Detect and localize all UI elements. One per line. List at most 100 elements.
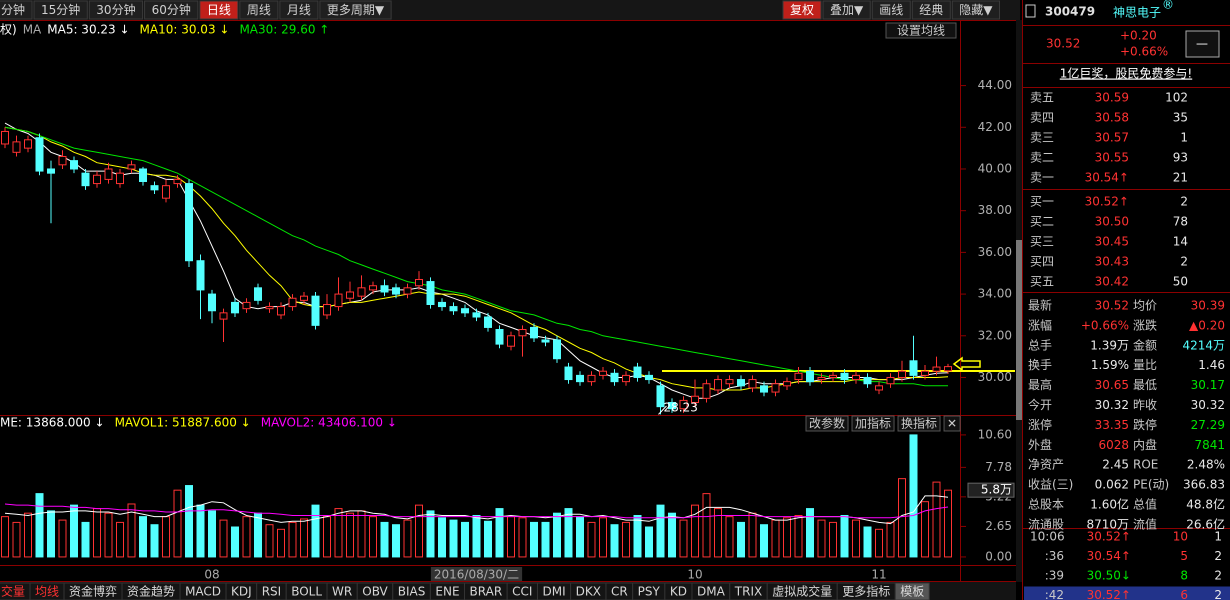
tab[interactable] xyxy=(911,0,951,20)
x-tick-label: 08 xyxy=(204,568,219,582)
indicator-tab-label[interactable]: OBV xyxy=(362,585,388,599)
indicator-tab-label[interactable]: 资金博弈 xyxy=(69,584,117,599)
legend-prefix: 权) xyxy=(0,23,17,37)
button[interactable] xyxy=(805,415,849,432)
indicator-tab-label[interactable]: PSY xyxy=(638,585,661,599)
tab[interactable] xyxy=(319,0,392,20)
button-label[interactable]: 设置均线 xyxy=(897,24,945,38)
indicator-tab-label[interactable]: 资金趋势 xyxy=(127,584,175,599)
volume-bar xyxy=(127,503,136,558)
indicator-tab-label[interactable]: 均线 xyxy=(35,585,59,599)
candle-body xyxy=(12,141,21,153)
candle-body xyxy=(70,160,78,170)
tab[interactable] xyxy=(782,0,822,20)
tab-label[interactable]: 叠加▼ xyxy=(830,3,864,17)
indicator-tab-label[interactable]: BIAS xyxy=(398,585,426,599)
tab[interactable] xyxy=(822,0,871,20)
candle-body xyxy=(438,301,446,308)
volume-bar xyxy=(357,510,366,558)
volume-bar xyxy=(852,519,860,558)
tab-label[interactable]: 60分钟 xyxy=(152,2,191,17)
indicator-tab-label[interactable]: DKX xyxy=(576,585,601,599)
tab[interactable] xyxy=(951,0,1001,20)
volume-title: ME: 13868.000 ↓ xyxy=(0,416,105,430)
tab-label[interactable]: 经典 xyxy=(919,3,943,17)
button-label[interactable]: ✕ xyxy=(947,417,957,431)
indicator-tab-label[interactable]: BOLL xyxy=(291,585,322,599)
indicator-tab-label[interactable]: MACD xyxy=(185,585,221,599)
tab[interactable] xyxy=(0,0,33,20)
indicator-tab-label[interactable]: 交量 xyxy=(1,584,25,599)
volume-bar xyxy=(691,504,699,558)
tab[interactable] xyxy=(279,0,319,20)
indicator-tab-label[interactable]: CR xyxy=(611,585,628,599)
y-tick-label: 30.00 xyxy=(978,370,1012,384)
arrow-icon xyxy=(952,356,981,372)
indicator-tab-label[interactable]: CCI xyxy=(512,585,532,599)
stat-label: 总手 xyxy=(1028,338,1052,352)
tab[interactable] xyxy=(33,0,88,20)
code-icon[interactable] xyxy=(1025,4,1036,18)
tab-label[interactable]: 日线 xyxy=(207,3,231,17)
button-label[interactable]: — xyxy=(1196,37,1208,51)
button-label[interactable]: 改参数 xyxy=(809,416,845,431)
tab-label[interactable]: 30分钟 xyxy=(96,2,135,17)
tab-label[interactable]: 15分钟 xyxy=(41,2,80,17)
trade-time: :42 xyxy=(1045,588,1064,600)
book-label: 买三 xyxy=(1030,235,1054,249)
book-label: 卖一 xyxy=(1030,171,1054,185)
volume-bar xyxy=(794,514,803,558)
tab[interactable] xyxy=(199,0,239,20)
volume-bar xyxy=(116,521,124,558)
volume-bar xyxy=(461,521,469,558)
stat-value: 30.32 xyxy=(1191,398,1225,412)
tab-label[interactable]: 复权 xyxy=(790,3,814,17)
button-label[interactable]: 换指标 xyxy=(901,416,937,431)
trade-time: 10:06 xyxy=(1030,530,1065,544)
button-label[interactable]: 加指标 xyxy=(855,416,891,431)
stat-value: 30.65 xyxy=(1095,378,1129,392)
candle-body xyxy=(357,287,366,297)
indicator-tab-label[interactable]: DMI xyxy=(542,585,565,599)
indicator-tab-label[interactable]: BRAR xyxy=(470,585,503,599)
y-tick-label: 0.00 xyxy=(985,549,1012,563)
button[interactable] xyxy=(897,415,941,432)
candle-body xyxy=(771,383,780,393)
tab[interactable] xyxy=(144,0,199,20)
indicator-tab-label[interactable]: RSI xyxy=(262,585,282,599)
tab[interactable] xyxy=(239,0,279,20)
tab[interactable] xyxy=(88,0,144,20)
tab-label[interactable]: 画线 xyxy=(879,3,903,17)
indicator-tab-label[interactable]: 更多指标 xyxy=(842,584,890,599)
candle-body xyxy=(564,366,573,381)
book-price: 30.54↑ xyxy=(1085,171,1129,185)
tab-label[interactable]: 月线 xyxy=(287,3,311,17)
tab-label[interactable]: 周线 xyxy=(247,3,271,17)
volume-bar xyxy=(771,519,780,558)
indicator-tab-label[interactable]: WR xyxy=(332,585,352,599)
button[interactable] xyxy=(943,415,961,432)
indicator-tab-label[interactable]: TRIX xyxy=(734,585,762,599)
button[interactable] xyxy=(885,22,957,39)
indicator-tab-label[interactable]: 模板 xyxy=(900,585,924,599)
candle-body xyxy=(208,293,216,312)
scroll-thumb[interactable] xyxy=(1016,240,1022,420)
legend-item: MA30: 29.60 ↑ xyxy=(239,23,329,37)
indicator-tab-label[interactable]: 虚拟成交量 xyxy=(772,584,832,599)
candle-body xyxy=(231,301,239,314)
volume-bar xyxy=(403,519,412,558)
tab-label[interactable]: 分钟 xyxy=(1,2,25,17)
indicator-tab-label[interactable]: KDJ xyxy=(231,585,252,599)
indicator-tab[interactable] xyxy=(894,582,930,600)
button[interactable] xyxy=(1185,30,1220,58)
button[interactable] xyxy=(851,415,895,432)
ad-link[interactable]: 1亿巨奖，股民免费参与! xyxy=(1060,66,1192,81)
tab-label[interactable]: 隐藏▼ xyxy=(959,3,993,17)
indicator-tab-label[interactable]: ENE xyxy=(435,585,459,599)
indicator-tab-label[interactable]: DMA xyxy=(697,585,726,599)
indicator-tab-label[interactable]: KD xyxy=(670,585,687,599)
tab-label[interactable]: 更多周期▼ xyxy=(327,3,385,17)
y-tick-label: 7.78 xyxy=(985,460,1012,474)
stat-label: 涨停 xyxy=(1028,417,1052,432)
tab[interactable] xyxy=(871,0,911,20)
